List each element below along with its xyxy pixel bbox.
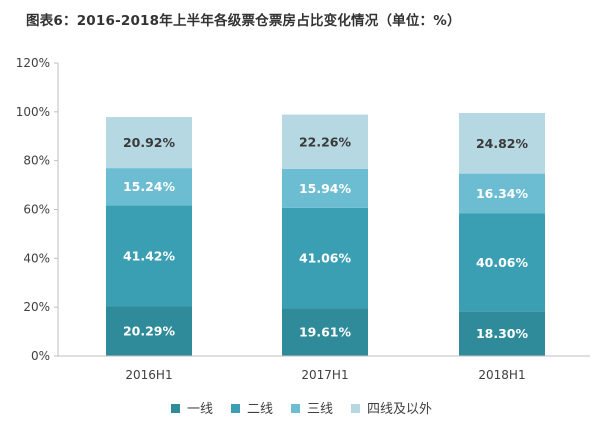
data-label: 20.29% — [123, 324, 176, 339]
y-tick-label: 100% — [16, 105, 50, 119]
data-label: 24.82% — [476, 136, 529, 151]
y-tick-label: 20% — [23, 300, 50, 314]
legend-label: 三线 — [307, 402, 334, 417]
bar-segment — [282, 308, 368, 356]
data-label: 15.24% — [123, 179, 176, 194]
legend: 一线 二线 三线 四线及以外 — [0, 398, 603, 417]
y-tick-label: 40% — [23, 251, 50, 265]
x-tick-label: 2018H1 — [478, 368, 525, 382]
bar-segment — [106, 117, 192, 169]
legend-swatch — [170, 404, 180, 413]
x-tick-label: 2017H1 — [301, 368, 348, 382]
bar-segment — [106, 168, 192, 206]
data-label: 40.06% — [476, 255, 529, 270]
legend-item: 四线及以外 — [351, 398, 432, 417]
y-tick-label: 0% — [31, 349, 50, 363]
bar-segment — [459, 173, 545, 214]
y-axis: 0% 20% 40% 60% 80% 100% 120% — [16, 56, 59, 363]
chart-title: 图表6：2016-2018年上半年各级票仓票房占比变化情况（单位：%） — [26, 13, 461, 29]
legend-item: 二线 — [230, 398, 273, 417]
bar-segment — [282, 207, 368, 309]
y-tick-label: 120% — [16, 56, 50, 70]
y-tick-label: 80% — [23, 154, 50, 168]
legend-item: 一线 — [170, 398, 213, 417]
x-axis: 2016H1 2017H1 2018H1 — [58, 355, 590, 382]
legend-label: 二线 — [246, 402, 273, 417]
legend-label: 一线 — [186, 402, 213, 417]
y-tick-label: 60% — [23, 203, 50, 217]
data-label: 19.61% — [299, 325, 352, 340]
legend-item: 三线 — [291, 398, 333, 417]
data-label: 22.26% — [299, 134, 352, 149]
bar-segment — [282, 168, 368, 208]
data-label: 41.06% — [299, 250, 352, 265]
bar-segment — [459, 113, 545, 174]
data-label: 41.42% — [123, 248, 176, 263]
bar-segment — [106, 306, 192, 356]
bar-segment — [459, 311, 545, 356]
data-label: 16.34% — [476, 186, 529, 201]
bars: 20.29% 41.42% 15.24% 20.92% 19.61% 41.06% 15.9… — [106, 113, 545, 356]
legend-swatch — [230, 404, 240, 413]
legend-swatch — [351, 404, 361, 413]
legend-swatch — [291, 404, 300, 413]
data-label: 15.94% — [299, 181, 352, 196]
legend-label: 四线及以外 — [367, 402, 433, 417]
bar-segment — [106, 205, 192, 307]
data-label: 18.30% — [476, 326, 529, 341]
x-tick-label: 2016H1 — [125, 368, 172, 382]
bar-segment — [459, 213, 545, 312]
bar-segment — [282, 114, 368, 169]
data-label: 20.92% — [123, 135, 176, 150]
